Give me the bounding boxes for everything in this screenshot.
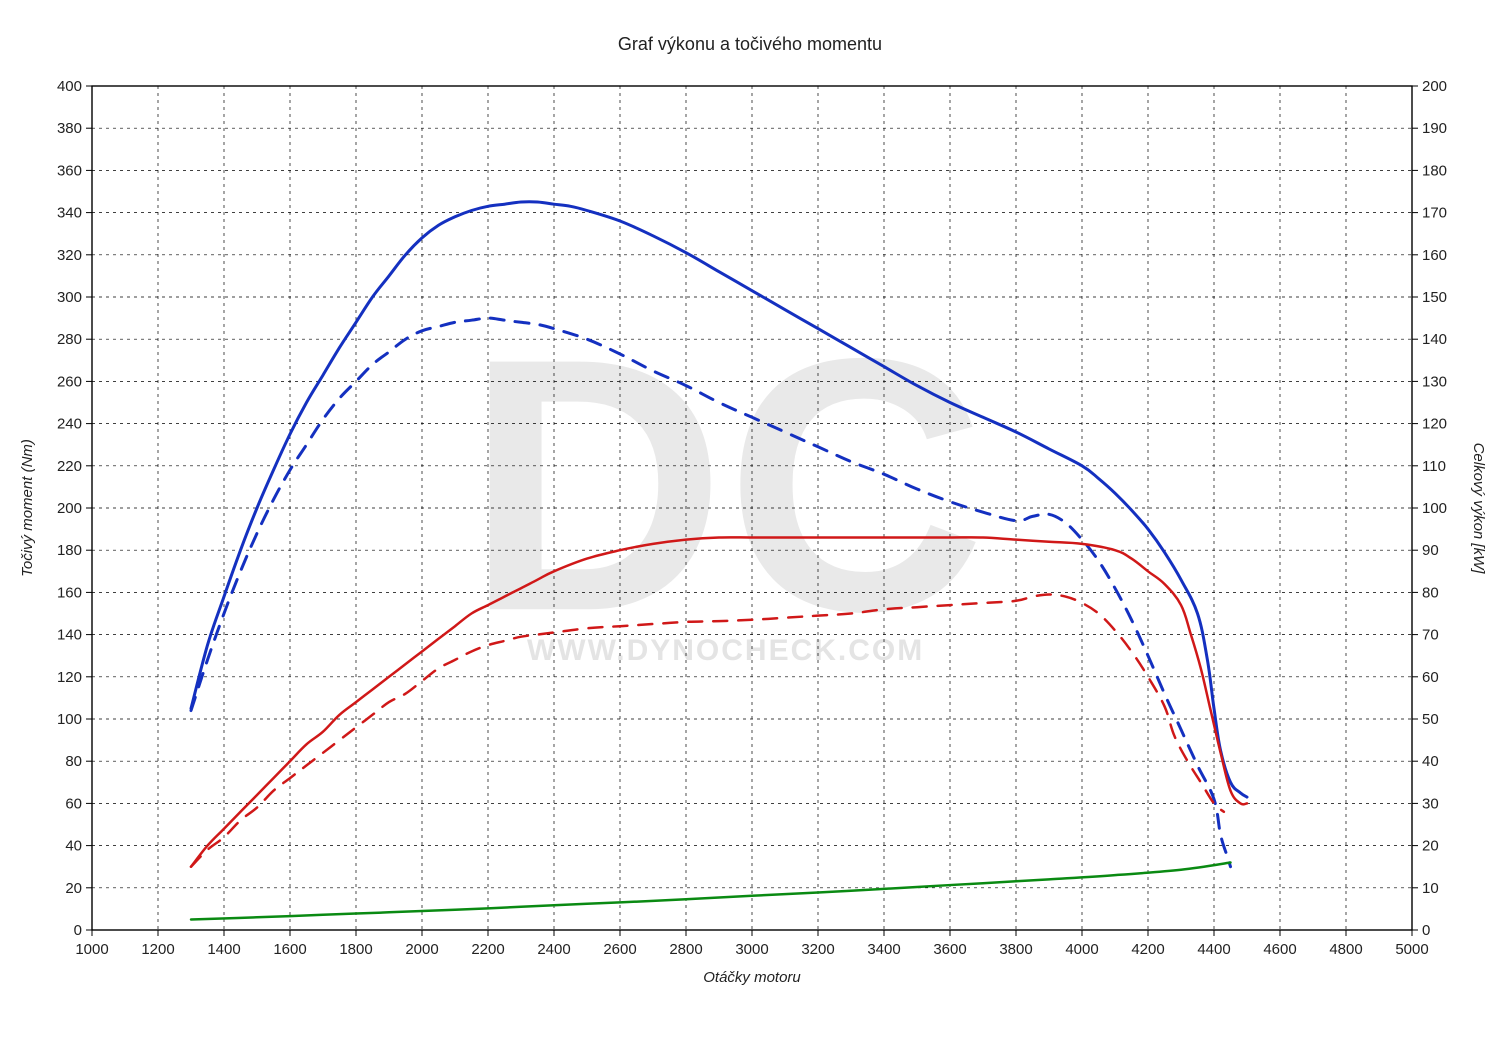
- yl-tick-label: 240: [57, 416, 82, 433]
- yl-tick-label: 360: [57, 162, 82, 179]
- yl-tick-label: 180: [57, 542, 82, 559]
- yl-tick-label: 160: [57, 584, 82, 601]
- yl-tick-label: 120: [57, 669, 82, 686]
- x-tick-label: 3200: [801, 941, 834, 958]
- x-tick-label: 1600: [273, 941, 306, 958]
- yr-tick-label: 10: [1422, 880, 1439, 897]
- x-tick-label: 4800: [1329, 941, 1362, 958]
- x-tick-label: 2000: [405, 941, 438, 958]
- yr-tick-label: 80: [1422, 584, 1439, 601]
- x-tick-label: 4200: [1131, 941, 1164, 958]
- x-tick-label: 1000: [75, 941, 108, 958]
- x-tick-label: 2400: [537, 941, 570, 958]
- x-tick-label: 3600: [933, 941, 966, 958]
- yl-tick-label: 200: [57, 500, 82, 517]
- x-tick-label: 4600: [1263, 941, 1296, 958]
- yr-tick-label: 40: [1422, 753, 1439, 770]
- x-tick-label: 1200: [141, 941, 174, 958]
- x-tick-label: 1400: [207, 941, 240, 958]
- chart-title: Graf výkonu a točivého momentu: [618, 34, 882, 54]
- yl-tick-label: 140: [57, 627, 82, 644]
- yr-tick-label: 130: [1422, 373, 1447, 390]
- y-right-label: Celkový výkon [kW]: [1470, 443, 1487, 575]
- chart-container: Graf výkonu a točivého momentuDCWWW.DYNO…: [0, 0, 1500, 1041]
- yr-tick-label: 200: [1422, 78, 1447, 95]
- yl-tick-label: 400: [57, 78, 82, 95]
- x-tick-label: 2200: [471, 941, 504, 958]
- yl-tick-label: 340: [57, 205, 82, 222]
- x-axis-label: Otáčky motoru: [703, 969, 801, 986]
- yr-tick-label: 140: [1422, 331, 1447, 348]
- yr-tick-label: 110: [1422, 458, 1446, 475]
- yl-tick-label: 320: [57, 247, 82, 264]
- yl-tick-label: 40: [65, 838, 82, 855]
- watermark-url: WWW.DYNOCHECK.COM: [527, 634, 924, 667]
- yr-tick-label: 30: [1422, 795, 1439, 812]
- yr-tick-label: 0: [1422, 922, 1430, 939]
- yl-tick-label: 80: [65, 753, 82, 770]
- yl-tick-label: 0: [74, 922, 82, 939]
- yl-tick-label: 380: [57, 120, 82, 137]
- yl-tick-label: 300: [57, 289, 82, 306]
- x-tick-label: 3800: [999, 941, 1032, 958]
- yl-tick-label: 100: [57, 711, 82, 728]
- yr-tick-label: 20: [1422, 838, 1439, 855]
- yr-tick-label: 150: [1422, 289, 1447, 306]
- x-tick-label: 1800: [339, 941, 372, 958]
- yl-tick-label: 220: [57, 458, 82, 475]
- yr-tick-label: 190: [1422, 120, 1447, 137]
- yr-tick-label: 160: [1422, 247, 1447, 264]
- yr-tick-label: 50: [1422, 711, 1439, 728]
- x-tick-label: 2600: [603, 941, 636, 958]
- x-tick-label: 2800: [669, 941, 702, 958]
- y-left-label: Točivý moment (Nm): [19, 439, 36, 577]
- yr-tick-label: 120: [1422, 416, 1447, 433]
- yl-tick-label: 60: [65, 795, 82, 812]
- yl-tick-label: 280: [57, 331, 82, 348]
- yr-tick-label: 170: [1422, 205, 1447, 222]
- chart-svg: Graf výkonu a točivého momentuDCWWW.DYNO…: [0, 0, 1500, 1041]
- x-tick-label: 3000: [735, 941, 768, 958]
- yr-tick-label: 70: [1422, 627, 1439, 644]
- yr-tick-label: 180: [1422, 162, 1447, 179]
- x-tick-label: 3400: [867, 941, 900, 958]
- yl-tick-label: 20: [65, 880, 82, 897]
- yr-tick-label: 60: [1422, 669, 1439, 686]
- x-tick-label: 4400: [1197, 941, 1230, 958]
- yr-tick-label: 100: [1422, 500, 1447, 517]
- x-tick-label: 4000: [1065, 941, 1098, 958]
- yr-tick-label: 90: [1422, 542, 1439, 559]
- x-tick-label: 5000: [1395, 941, 1428, 958]
- yl-tick-label: 260: [57, 373, 82, 390]
